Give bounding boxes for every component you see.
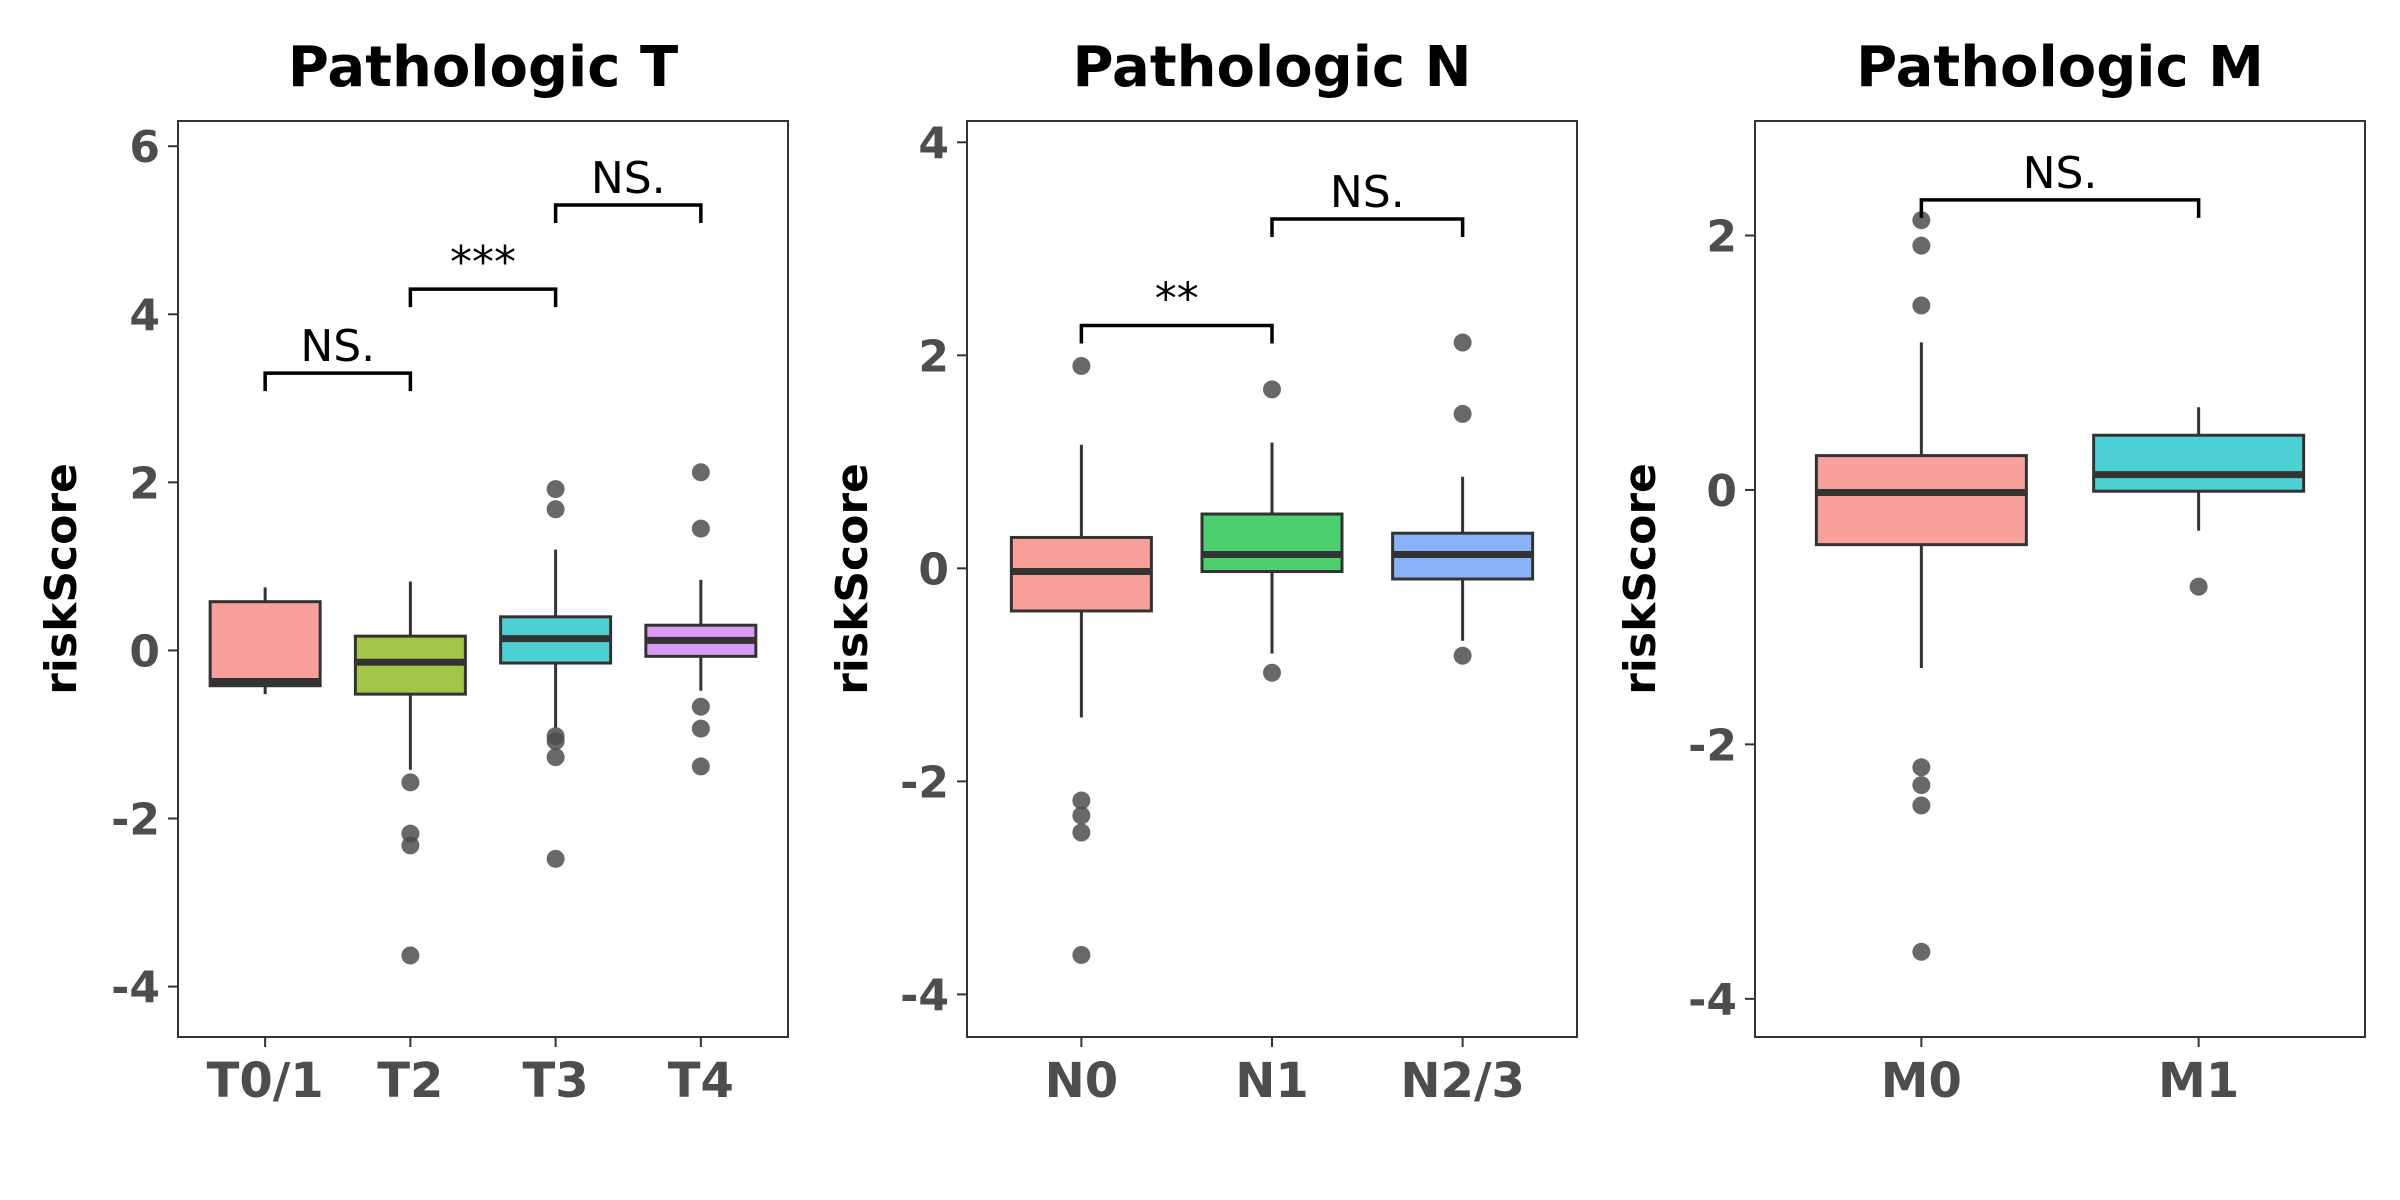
bracket-line	[1079, 323, 1274, 344]
outlier-point	[1912, 796, 1931, 815]
y-tick-label: 0	[918, 544, 949, 595]
y-tick-label: -4	[1688, 975, 1737, 1026]
outlier-point	[2189, 577, 2208, 596]
outlier-point	[1263, 663, 1281, 682]
significance-label: NS.	[591, 153, 666, 204]
y-tick-label: 2	[918, 331, 949, 382]
y-tick-label: -2	[900, 757, 949, 808]
y-tick-label: 2	[1706, 212, 1737, 263]
panel-title: Pathologic M	[1856, 35, 2264, 100]
outlier-point	[1072, 791, 1091, 810]
outlier-point	[1453, 646, 1472, 665]
outlier-point	[691, 463, 710, 482]
bracket-line	[1270, 217, 1465, 237]
y-tick-label: -4	[111, 963, 160, 1014]
outlier-point	[1912, 942, 1931, 961]
panel-2: Pathologic N riskScore -4 -2 0 2 4 N0 N1 N2/3 ** NS…	[827, 35, 1578, 1109]
outlier-point	[691, 719, 710, 738]
y-axis-label: riskScore	[827, 463, 878, 695]
bracket-line	[263, 371, 413, 392]
box-body	[1814, 454, 2028, 547]
significance-label: NS.	[300, 321, 375, 372]
outlier-point	[546, 732, 565, 751]
significance-bracket: **	[1079, 274, 1274, 344]
x-tick-label: T3	[523, 1053, 589, 1109]
y-axis-label: riskScore	[36, 463, 87, 695]
panel-3: Pathologic M riskScore -4 -2 0 2 M0 M1 NS.	[1615, 35, 2366, 1109]
box-T0/1	[208, 587, 322, 695]
box-N1	[1200, 380, 1344, 682]
outlier-point	[1072, 945, 1091, 964]
x-tick-label: M0	[1881, 1053, 1962, 1109]
outlier-point	[401, 773, 420, 792]
box-M0	[1814, 211, 2028, 961]
y-tick-label: 0	[129, 626, 160, 677]
box-body	[208, 600, 322, 688]
bracket-line	[408, 287, 558, 308]
x-tick-label: T4	[668, 1053, 734, 1109]
outlier-point	[546, 480, 565, 499]
outlier-point	[691, 697, 710, 716]
y-tick-label: 4	[129, 290, 160, 341]
panel-title: Pathologic N	[1073, 35, 1472, 100]
significance-bracket: NS.	[553, 153, 703, 224]
outlier-point	[1912, 758, 1931, 777]
outlier-point	[546, 849, 565, 868]
y-axis-label: riskScore	[1615, 463, 1666, 695]
box-T2	[353, 581, 467, 965]
outlier-point	[1912, 776, 1931, 795]
outlier-point	[546, 748, 565, 767]
outlier-point	[1912, 296, 1931, 315]
outlier-point	[1912, 211, 1931, 230]
y-tick-label: 6	[129, 122, 160, 173]
significance-label: **	[1155, 274, 1199, 325]
significance-bracket: NS.	[263, 321, 413, 392]
box-M1	[2092, 407, 2306, 596]
significance-label: NS.	[1330, 167, 1405, 218]
outlier-point	[1263, 380, 1281, 399]
x-tick-label: N1	[1235, 1053, 1309, 1109]
outlier-point	[401, 836, 420, 855]
box-T4	[644, 463, 758, 776]
significance-label: ***	[450, 237, 516, 288]
box-body	[1200, 512, 1344, 574]
box-T3	[499, 480, 613, 868]
outlier-point	[1453, 404, 1472, 423]
x-tick-label: T2	[377, 1053, 443, 1109]
panel-title: Pathologic T	[288, 35, 678, 100]
significance-bracket: NS.	[1919, 148, 2201, 218]
significance-label: NS.	[2023, 148, 2098, 199]
bracket-line	[1919, 198, 2201, 218]
outlier-point	[1912, 236, 1931, 255]
outlier-point	[691, 519, 710, 538]
significance-bracket: ***	[408, 237, 558, 308]
y-tick-label: 4	[918, 118, 949, 169]
box-N2/3	[1391, 333, 1535, 665]
y-tick-label: -2	[111, 795, 160, 846]
y-tick-label: -2	[1688, 720, 1737, 771]
box-body	[2092, 433, 2306, 493]
x-tick-label: M1	[2158, 1053, 2239, 1109]
panel-border	[177, 120, 789, 1038]
box-N0	[1009, 356, 1153, 964]
outlier-point	[546, 500, 565, 519]
x-tick-label: T0/1	[207, 1053, 324, 1109]
outlier-point	[1072, 806, 1091, 825]
significance-bracket: NS.	[1270, 167, 1465, 237]
y-tick-label: -4	[900, 970, 949, 1021]
bracket-line	[553, 203, 703, 224]
outlier-point	[691, 757, 710, 776]
outlier-point	[1072, 356, 1091, 375]
outlier-point	[401, 946, 420, 965]
panel-1: Pathologic T riskScore -4 -2 0 2 4 6 T0/1 T2 T3 T4 N…	[36, 35, 789, 1109]
x-tick-label: N0	[1045, 1053, 1119, 1109]
x-tick-label: N2/3	[1400, 1053, 1525, 1109]
outlier-point	[1072, 823, 1091, 842]
y-tick-label: 0	[1706, 466, 1737, 517]
y-tick-label: 2	[129, 458, 160, 509]
outlier-point	[1453, 333, 1472, 352]
panel-border	[1754, 120, 2366, 1038]
